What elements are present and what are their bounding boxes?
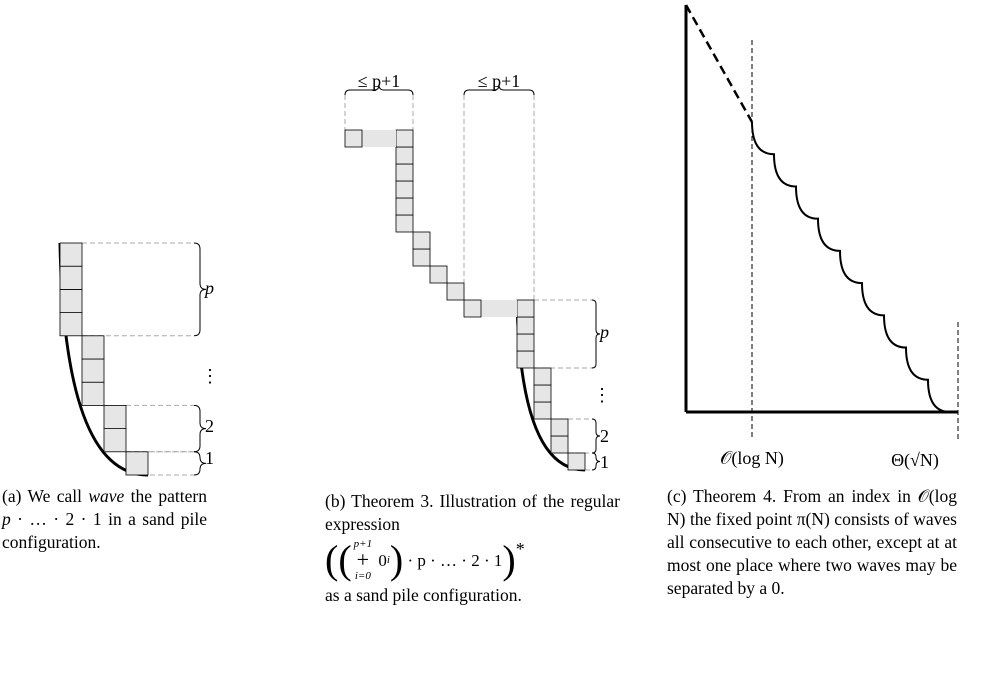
axis-label: Θ(√N) bbox=[891, 450, 939, 471]
brace bbox=[463, 84, 535, 96]
cell bbox=[550, 435, 569, 454]
cell bbox=[81, 381, 105, 406]
label: p bbox=[203, 278, 214, 298]
cell bbox=[463, 299, 482, 318]
brace bbox=[193, 242, 207, 337]
cell bbox=[395, 163, 414, 182]
cell bbox=[395, 146, 414, 165]
waves-curve bbox=[751, 121, 951, 413]
label: ⋮ bbox=[201, 366, 219, 386]
label: ≤ p+1 bbox=[478, 71, 521, 91]
cell bbox=[516, 316, 535, 335]
cell bbox=[59, 242, 83, 267]
label: ≤ p+1 bbox=[358, 71, 401, 91]
cell bbox=[533, 401, 552, 420]
caption-b: (b) Theorem 3. Illustration of the regul… bbox=[325, 490, 620, 607]
text: i=0 bbox=[354, 570, 371, 582]
text: wave bbox=[88, 486, 125, 506]
gap bbox=[362, 130, 396, 147]
label: 1 bbox=[600, 452, 609, 472]
cell bbox=[412, 248, 431, 267]
cell bbox=[567, 452, 586, 471]
cell bbox=[550, 418, 569, 437]
dashed-line bbox=[684, 4, 754, 123]
text: · p · … · 2 · 1 bbox=[407, 550, 503, 570]
brace bbox=[193, 451, 207, 476]
cell bbox=[516, 350, 535, 369]
label: 1 bbox=[205, 448, 214, 468]
cell bbox=[516, 333, 535, 352]
axis-label: 𝒪(log N) bbox=[720, 448, 784, 469]
text: as a sand pile configuration. bbox=[325, 585, 522, 605]
label: ⋮ bbox=[593, 385, 611, 405]
text: i bbox=[386, 553, 390, 566]
brace bbox=[591, 418, 601, 454]
text: (a) We call bbox=[2, 486, 89, 506]
gap bbox=[481, 300, 517, 317]
text: p+1 bbox=[353, 538, 373, 550]
text: (b) Theorem 3. Illustration of the regul… bbox=[325, 491, 620, 534]
cell bbox=[103, 428, 127, 453]
cell bbox=[516, 299, 535, 318]
cell bbox=[81, 335, 105, 360]
label: 2 bbox=[205, 416, 214, 436]
text: 0 bbox=[378, 550, 387, 570]
cell bbox=[81, 358, 105, 383]
caption-a: (a) We call wave the pattern p · … · 2 ·… bbox=[2, 485, 207, 554]
caption-c: (c) Theorem 4. From an index in 𝒪(log N)… bbox=[667, 486, 957, 598]
cell bbox=[446, 282, 465, 301]
label: 2 bbox=[600, 426, 609, 446]
brace bbox=[344, 84, 414, 96]
cell bbox=[125, 451, 149, 476]
cell bbox=[103, 404, 127, 429]
cell bbox=[59, 265, 83, 290]
text: p bbox=[2, 509, 11, 529]
brace bbox=[193, 404, 207, 453]
cell bbox=[59, 288, 83, 313]
text: + bbox=[356, 547, 370, 572]
brace bbox=[591, 452, 601, 471]
cell bbox=[395, 214, 414, 233]
text: · … · 2 · 1 in a sand pile configuration… bbox=[2, 509, 207, 552]
text: * bbox=[515, 539, 525, 559]
label: p bbox=[598, 322, 609, 342]
cell bbox=[395, 129, 414, 148]
text: the pattern bbox=[124, 486, 208, 506]
cell bbox=[59, 312, 83, 337]
cell bbox=[533, 384, 552, 403]
cell bbox=[395, 197, 414, 216]
cell bbox=[344, 129, 363, 148]
cell bbox=[429, 265, 448, 284]
cell bbox=[412, 231, 431, 250]
cell bbox=[533, 367, 552, 386]
cell bbox=[395, 180, 414, 199]
brace bbox=[591, 299, 601, 369]
expression: ((p+1 + i=0 0 i) · p · … · 2 · 1) * bbox=[325, 537, 525, 582]
